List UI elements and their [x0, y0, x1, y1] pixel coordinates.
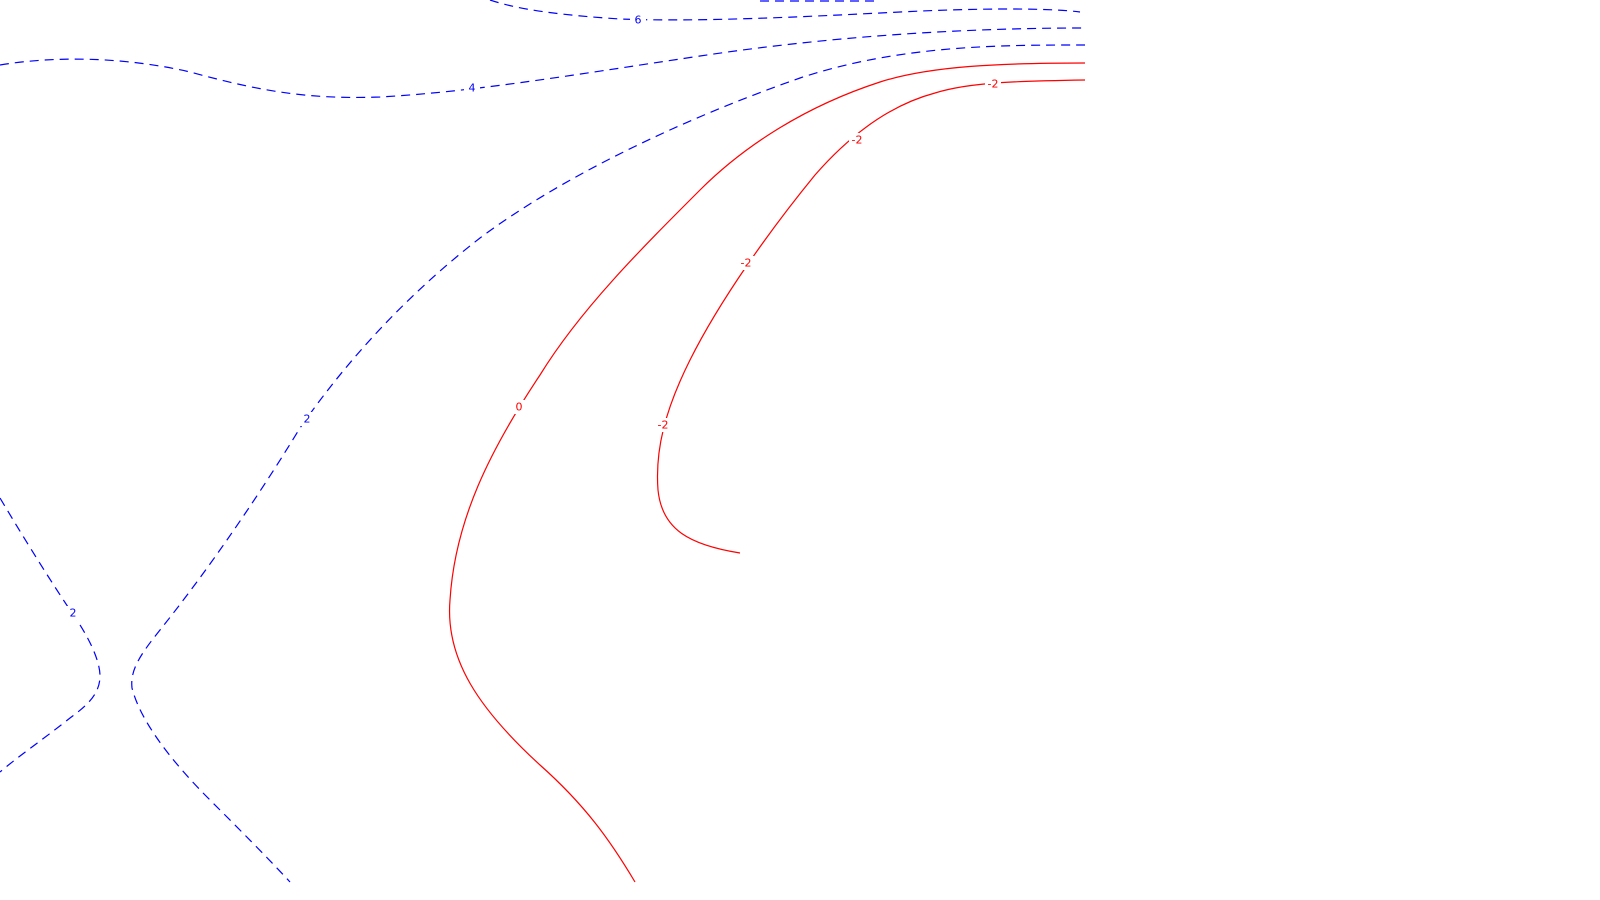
contour-label-background: [738, 256, 754, 270]
contour-label: 2: [70, 607, 77, 620]
contour-label-background: [985, 77, 1001, 91]
contour-line-level-2: [131, 44, 1086, 883]
contour-label: 6: [635, 14, 642, 27]
contour-label: 0: [516, 401, 523, 414]
contour-lines: [0, 0, 1086, 883]
contour-label-background: [630, 13, 646, 27]
contour-label: -2: [988, 78, 999, 91]
contour-label: 4: [469, 82, 476, 95]
contour-label-background: [464, 81, 480, 95]
contour-label-background: [65, 606, 81, 620]
contour-label: -2: [741, 257, 752, 270]
contour-line-level-neg2: [656, 79, 1086, 554]
contour-line-level-6: [489, 0, 1081, 21]
contour-label-background: [299, 412, 315, 426]
contour-line-level-4: [0, 27, 1086, 99]
contour-label-background: [849, 133, 865, 147]
contour-label: 2: [304, 413, 311, 426]
contour-line-level-0: [448, 62, 1086, 883]
contour-label-background: [655, 418, 671, 432]
contour-line-level-2: [0, 497, 101, 773]
contour-label: -2: [852, 134, 863, 147]
contour-label: -2: [658, 419, 669, 432]
contour-label-background: [511, 400, 527, 414]
contour-labels: 6 4 2 2 0 -2 -2 -2 -2: [65, 13, 1001, 620]
